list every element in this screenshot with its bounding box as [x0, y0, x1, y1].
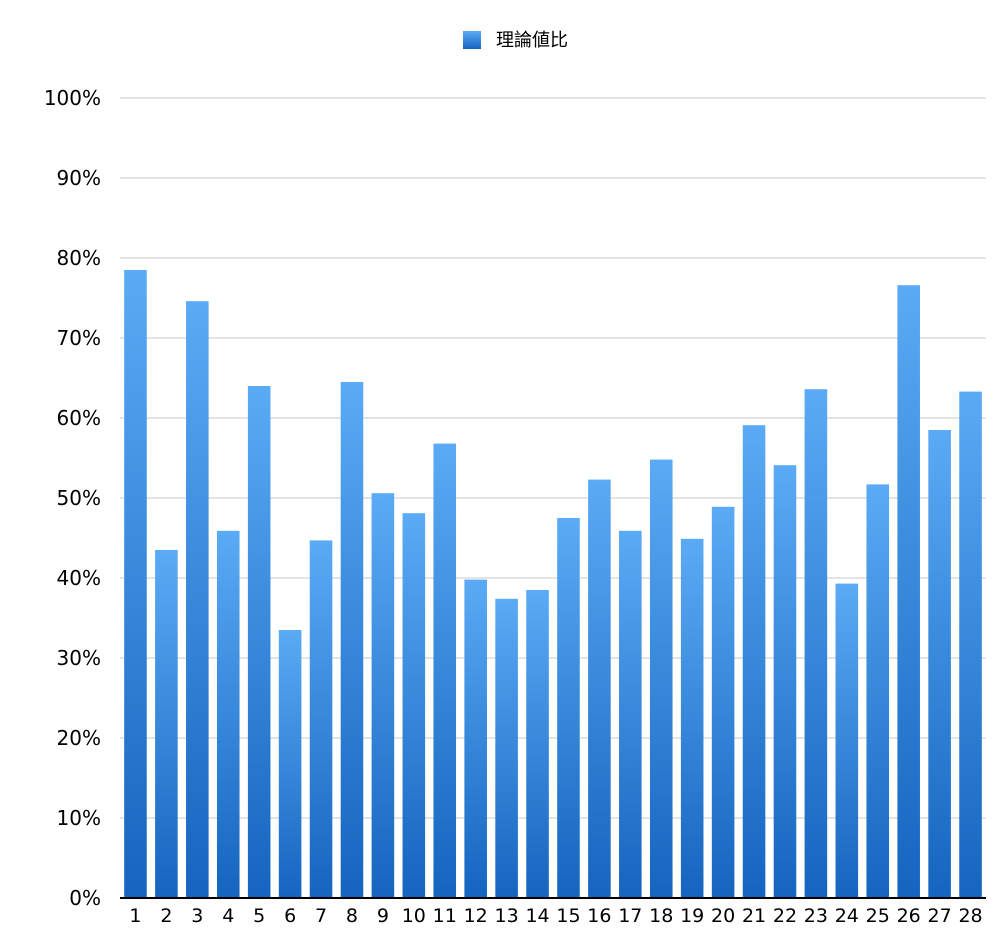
x-tick-label: 26	[897, 905, 921, 927]
x-tick-label: 9	[377, 905, 389, 927]
x-tick-label: 27	[928, 905, 952, 927]
y-tick-label: 20%	[57, 726, 101, 750]
y-axis-tick-labels: 0% 10% 20% 30% 40% 50% 60% 70% 80% 90% 100%	[44, 86, 101, 910]
x-tick-label: 6	[284, 905, 296, 927]
x-tick-label: 17	[618, 905, 642, 927]
bar-9	[371, 493, 395, 898]
bar-5	[247, 386, 271, 898]
bar-1	[124, 270, 147, 898]
bar-10	[402, 513, 426, 898]
y-tick-label: 0%	[69, 886, 101, 910]
x-tick-label: 12	[464, 905, 488, 927]
bar-6	[278, 630, 302, 898]
x-tick-label: 10	[402, 905, 426, 927]
x-tick-label: 16	[587, 905, 611, 927]
y-tick-label: 10%	[57, 806, 101, 830]
x-tick-label: 20	[711, 905, 735, 927]
bar-7	[309, 540, 333, 898]
bar-17	[619, 530, 642, 898]
x-tick-label: 2	[160, 905, 172, 927]
bar-22	[773, 465, 797, 898]
x-tick-label: 21	[742, 905, 766, 927]
x-axis-tick-labels: 1 2 3 4 5 6 7 8 9 10 11 12 13 14 15 16 17 18 19 20 21 22 23 24 2…	[129, 905, 982, 927]
x-tick-label: 13	[495, 905, 519, 927]
bar-15	[557, 518, 580, 898]
y-tick-label: 100%	[44, 86, 101, 110]
bar-8	[340, 382, 364, 898]
y-tick-label: 70%	[57, 326, 101, 350]
bar-27	[928, 430, 951, 898]
x-tick-label: 1	[129, 905, 141, 927]
x-tick-label: 15	[556, 905, 580, 927]
x-tick-label: 14	[525, 905, 549, 927]
x-tick-label: 4	[222, 905, 234, 927]
bar-13	[495, 598, 518, 898]
y-tick-label: 60%	[57, 406, 101, 430]
y-tick-label: 30%	[57, 646, 101, 670]
bar-21	[742, 425, 766, 898]
bar-12	[464, 579, 487, 898]
bar-3	[186, 301, 209, 898]
y-tick-label: 40%	[57, 566, 101, 590]
legend-swatch	[463, 31, 481, 49]
x-tick-label: 28	[958, 905, 982, 927]
x-tick-label: 5	[253, 905, 265, 927]
bar-26	[897, 285, 920, 898]
bar-25	[866, 484, 890, 898]
x-tick-label: 22	[773, 905, 797, 927]
bar-24	[835, 583, 859, 898]
x-tick-label: 11	[433, 905, 457, 927]
x-tick-label: 23	[804, 905, 828, 927]
x-tick-label: 7	[315, 905, 327, 927]
x-tick-label: 18	[649, 905, 673, 927]
bar-16	[588, 479, 611, 898]
bar-2	[155, 550, 178, 898]
x-tick-label: 3	[191, 905, 203, 927]
x-tick-label: 19	[680, 905, 704, 927]
bar-11	[433, 443, 457, 898]
bar-23	[804, 389, 828, 898]
bar-20	[711, 506, 735, 898]
bar-18	[649, 459, 673, 898]
y-tick-label: 50%	[57, 486, 101, 510]
legend: 理論値比	[463, 30, 568, 51]
x-tick-label: 24	[835, 905, 859, 927]
x-tick-label: 25	[866, 905, 890, 927]
y-tick-label: 90%	[57, 166, 101, 190]
bar-19	[680, 538, 704, 898]
bar-28	[959, 391, 982, 898]
x-tick-label: 8	[346, 905, 358, 927]
bar-4	[216, 530, 240, 898]
bar-14	[526, 590, 549, 898]
y-tick-label: 80%	[57, 246, 101, 270]
legend-label-series-0: 理論値比	[496, 30, 568, 51]
bars	[124, 270, 982, 898]
